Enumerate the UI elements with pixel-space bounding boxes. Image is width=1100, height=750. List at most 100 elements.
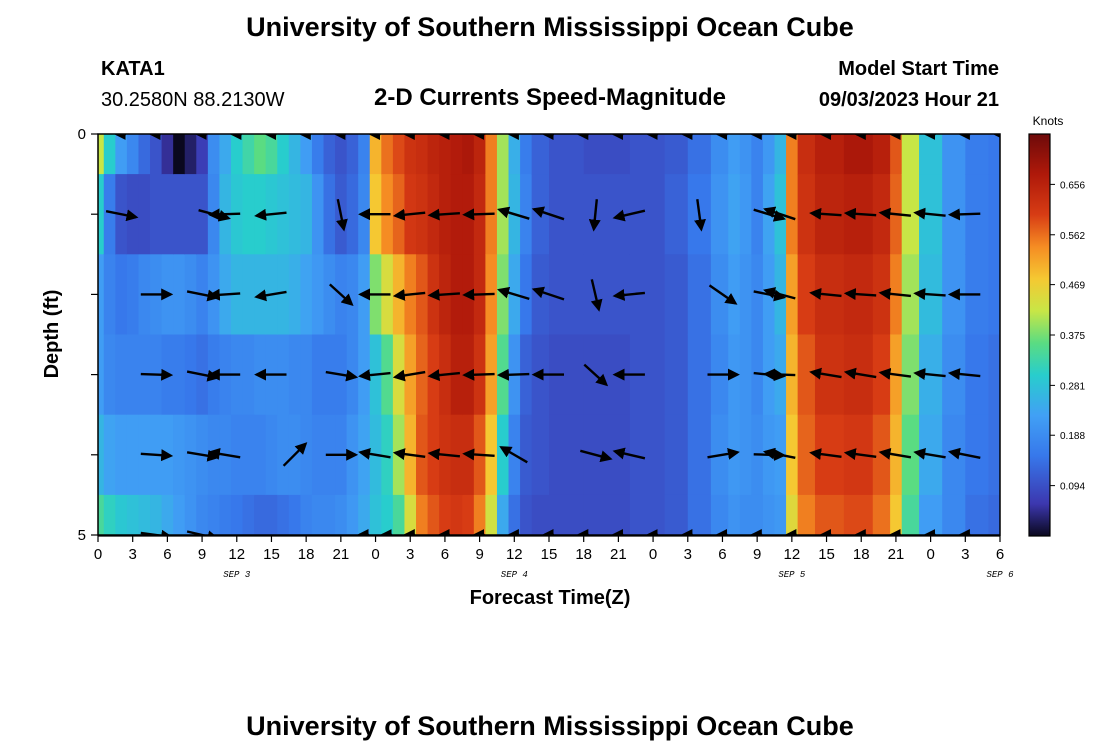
heatmap-cell [439,494,452,535]
x-tick-label: 0 [649,546,657,563]
heatmap-cell [508,134,521,175]
heatmap-cell [629,134,666,175]
heatmap-cell [462,494,475,535]
heatmap-cell [664,494,689,535]
heatmap-cell [664,134,689,175]
heatmap-cell [254,414,267,496]
heatmap-cell [520,494,533,535]
heatmap-cell [988,174,1000,255]
current-vector-arrow [913,207,946,220]
current-vector-arrow [392,448,426,461]
current-vector-arrow [462,448,495,461]
heatmap-cell [427,134,440,175]
heatmap-cell [450,494,463,535]
heatmap-cell [311,174,325,255]
current-vector-arrow [878,207,912,220]
heatmap-cell [814,494,845,535]
y-tick-label: 0 [78,126,86,143]
current-vector-arrow [913,288,946,301]
current-vector-arrow [140,449,174,462]
heatmap-cell [728,254,741,336]
heatmap-cell [103,254,116,336]
heatmap-cell [710,134,729,175]
colorbar-tick-label: 0.656 [1060,180,1085,191]
current-vector-arrow [762,368,796,381]
heatmap-cell [890,494,903,535]
heatmap-cell [710,174,729,255]
heatmap-cell [196,134,209,175]
heatmap-cell [629,494,666,535]
heatmap-cell [392,134,406,175]
current-vector-arrow [140,368,174,381]
current-vector-arrow [843,448,877,461]
heatmap-cell [230,414,244,496]
heatmap-cell [346,134,359,175]
x-tick-label: 18 [298,546,315,563]
heatmap-cell [126,414,140,496]
heatmap-cell [797,334,816,416]
x-axis-label: Forecast Time(Z) [470,587,631,609]
heatmap-cell [323,174,336,255]
heatmap-cell [311,494,325,535]
heatmap-cell [786,414,799,496]
heatmap-cell [404,494,417,535]
current-vector-arrow [328,283,354,307]
x-tick-label: 15 [263,546,280,563]
heatmap-cell [473,134,486,175]
heatmap-cell [126,134,140,175]
heatmap-cell [687,494,712,535]
heatmap-cell [728,134,741,175]
heatmap-cell [843,494,874,535]
colorbar-tick-label: 0.469 [1060,281,1085,292]
heatmap-cell [797,174,816,255]
heatmap-cell [254,494,267,535]
heatmap-cell [207,134,221,175]
colorbar-tick-label: 0.188 [1060,431,1085,442]
date-label: SEP 5 [778,570,806,580]
current-vector-arrow [590,279,603,312]
heatmap-cell [751,254,764,336]
heatmap-cell [98,134,105,175]
heatmap-cell [739,174,752,255]
heatmap-cell [196,494,209,535]
current-vector-arrow [207,208,241,221]
current-vector-arrow [612,209,646,222]
current-vector-arrow [427,208,460,221]
heatmap-cell [98,494,105,535]
heatmap-cell [103,334,116,416]
heatmap-cell [427,494,440,535]
current-vector-arrow [427,288,460,301]
heatmap-cell [150,174,163,255]
heatmap-cell [450,134,463,175]
heatmap-cell [687,414,712,496]
x-tick-label: 9 [753,546,761,563]
x-tick-label: 6 [996,546,1004,563]
x-tick-label: 3 [684,546,692,563]
heatmap-cell [381,494,394,535]
heatmap-cell [473,494,486,535]
current-vector-arrow [809,207,842,220]
heatmap-cell [358,494,371,535]
current-vector-arrow [254,208,287,221]
heatmap-cell [381,414,394,496]
heatmap-cell [520,174,533,255]
heatmap-cell [115,134,128,175]
current-vector-arrow [878,367,912,380]
current-vector-arrow [913,368,946,381]
heatmap-cell [126,254,140,336]
heatmap-cell [965,414,990,496]
current-vector-arrow [531,286,565,301]
heatmap-cell [369,134,382,175]
y-axis: 05 [78,126,98,544]
speed-heatmap [98,134,1000,535]
date-label: SEP 3 [223,570,251,580]
x-tick-label: 0 [371,546,379,563]
heatmap-cell [346,494,359,535]
heatmap-cell [774,134,787,175]
heatmap-cell [277,414,290,496]
heatmap-cell [300,174,313,255]
heatmap-cell [126,174,140,255]
heatmap-cell [843,134,874,175]
current-vector-arrow [427,369,461,382]
